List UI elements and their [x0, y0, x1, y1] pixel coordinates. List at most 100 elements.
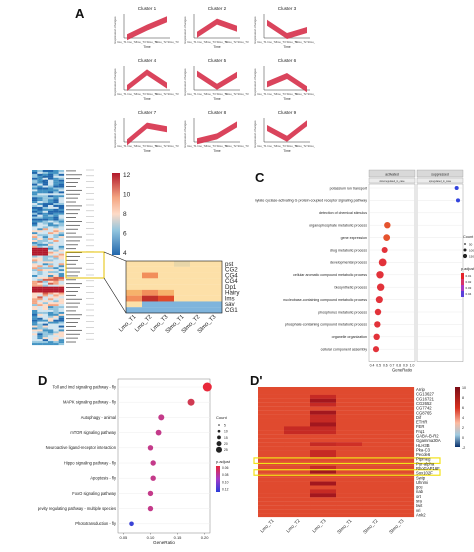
heatmap-cell — [32, 175, 38, 178]
gene-label-mark — [66, 326, 76, 327]
scale-tick-label: 12 — [123, 172, 131, 179]
heatmap-cell — [42, 310, 49, 313]
cluster-xlabel: Time — [143, 97, 151, 101]
color-scale-bar — [112, 173, 120, 255]
cluster-xtick: lmo_T1 lmo_T2 — [117, 92, 137, 96]
heatmap-cell — [37, 288, 43, 291]
heatmap-cell — [284, 446, 311, 451]
facet-panel — [368, 183, 416, 362]
heatmap-cell — [42, 296, 49, 299]
cluster-ylabel: Expression changes — [253, 120, 257, 148]
panel-d-dotplot: Toll and Imd signaling pathway - fly MAPK… — [38, 378, 231, 545]
gene-label-mark — [66, 310, 76, 312]
heatmap-cell — [32, 311, 38, 314]
color-scale-bar — [455, 387, 460, 447]
heatmap-cell — [37, 315, 43, 318]
heatmap-cell — [53, 333, 59, 336]
x-tick-label: 1.0 — [410, 364, 415, 368]
heatmap-cell — [48, 276, 54, 279]
heatmap-cell — [37, 195, 43, 198]
term-label: Longevity regulating pathway - multiple … — [38, 506, 116, 511]
heatmap-cell — [37, 308, 43, 311]
gene-label-mark — [66, 275, 78, 277]
heatmap-cell — [53, 296, 59, 299]
heatmap-cell — [284, 489, 311, 494]
heatmap-cell — [42, 333, 49, 336]
heatmap-cell — [58, 253, 65, 256]
heatmap-cell — [58, 265, 65, 268]
heatmap-cell — [32, 261, 38, 264]
heatmap-cell — [48, 306, 54, 309]
heatmap-cell — [37, 205, 43, 208]
gene-label-mark — [66, 178, 80, 180]
heatmap-cell — [32, 230, 38, 233]
heatmap-cell — [32, 263, 38, 266]
zoom-cell — [158, 289, 175, 296]
zoom-gene-label: CG4 — [225, 272, 238, 279]
heatmap-cell — [37, 236, 43, 239]
legend-tick-label: 2 — [462, 426, 464, 430]
gene-label-mark — [66, 252, 82, 253]
zoom-cell — [158, 278, 175, 285]
heatmap-cell — [310, 402, 337, 407]
heatmap-cell — [336, 481, 363, 486]
heatmap-cell — [258, 453, 285, 459]
data-point — [381, 246, 388, 254]
term-label: gene expression — [341, 236, 367, 240]
heatmap-cell — [42, 275, 49, 278]
heatmap-cell — [48, 300, 54, 303]
heatmap-cell — [58, 222, 65, 225]
legend-padj-label: 0.04 — [466, 292, 472, 296]
term-label: Toll and Imd signaling pathway - fly — [53, 384, 117, 389]
term-label: Neuroactive ligand-receptor interaction — [46, 445, 117, 450]
heatmap-cell — [42, 238, 49, 241]
data-point — [147, 445, 154, 451]
heatmap-cell — [58, 313, 65, 316]
heatmap-cell — [310, 406, 337, 411]
heatmap-cell — [32, 335, 38, 338]
column-label: Slmo_T1 — [336, 518, 353, 535]
heatmap-cell — [32, 292, 38, 295]
heatmap-cell — [336, 426, 363, 431]
heatmap-cell — [58, 241, 65, 244]
data-point — [147, 505, 154, 512]
heatmap-cell — [336, 394, 363, 399]
legend-tick-label: 6 — [462, 406, 464, 410]
zoom-gene-label: CG4 — [225, 278, 238, 285]
heatmap-cell — [53, 278, 59, 281]
heatmap-cell — [53, 310, 59, 313]
legend-tick-label: 10 — [462, 386, 466, 390]
gene-label: HLH3B — [416, 443, 430, 448]
heatmap-cell — [32, 308, 38, 311]
heatmap-cell — [53, 238, 59, 241]
heatmap-cell — [32, 220, 38, 223]
heatmap-cell — [58, 193, 65, 196]
heatmap-cell — [42, 269, 49, 272]
heatmap-cell — [37, 257, 43, 260]
x-axis-label: GeneRatio — [392, 368, 413, 373]
heatmap-cell — [53, 257, 59, 260]
zoom-cell — [158, 295, 175, 302]
zoom-frame — [125, 260, 223, 314]
heatmap-cell — [362, 390, 389, 395]
cluster-ylabel: Expression changes — [253, 68, 257, 96]
heatmap-cell — [37, 203, 43, 206]
cluster-title: Cluster 6 — [278, 58, 297, 63]
heatmap-cell — [37, 276, 43, 279]
heatmap-cell — [32, 290, 38, 293]
heatmap-cell — [32, 193, 38, 196]
zoom-cell — [190, 272, 207, 279]
heatmap-cell — [388, 422, 415, 427]
heatmap-cell — [48, 173, 54, 176]
cluster-xtick: lmo_T1 lmo_T2 — [117, 144, 137, 148]
heatmap-cell — [58, 261, 65, 264]
gene-label-mark — [66, 329, 82, 331]
cluster-ylabel: Expression changes — [113, 68, 117, 96]
heatmap-cell — [32, 296, 38, 299]
cluster-xlabel: Time — [213, 97, 221, 101]
heatmap-cell — [48, 275, 54, 278]
cluster-xtick: lmo_T3 Slmo_T1 — [276, 144, 298, 148]
heatmap-cell — [32, 273, 38, 276]
heatmap-cell — [53, 199, 59, 202]
heatmap-cell — [42, 282, 49, 285]
